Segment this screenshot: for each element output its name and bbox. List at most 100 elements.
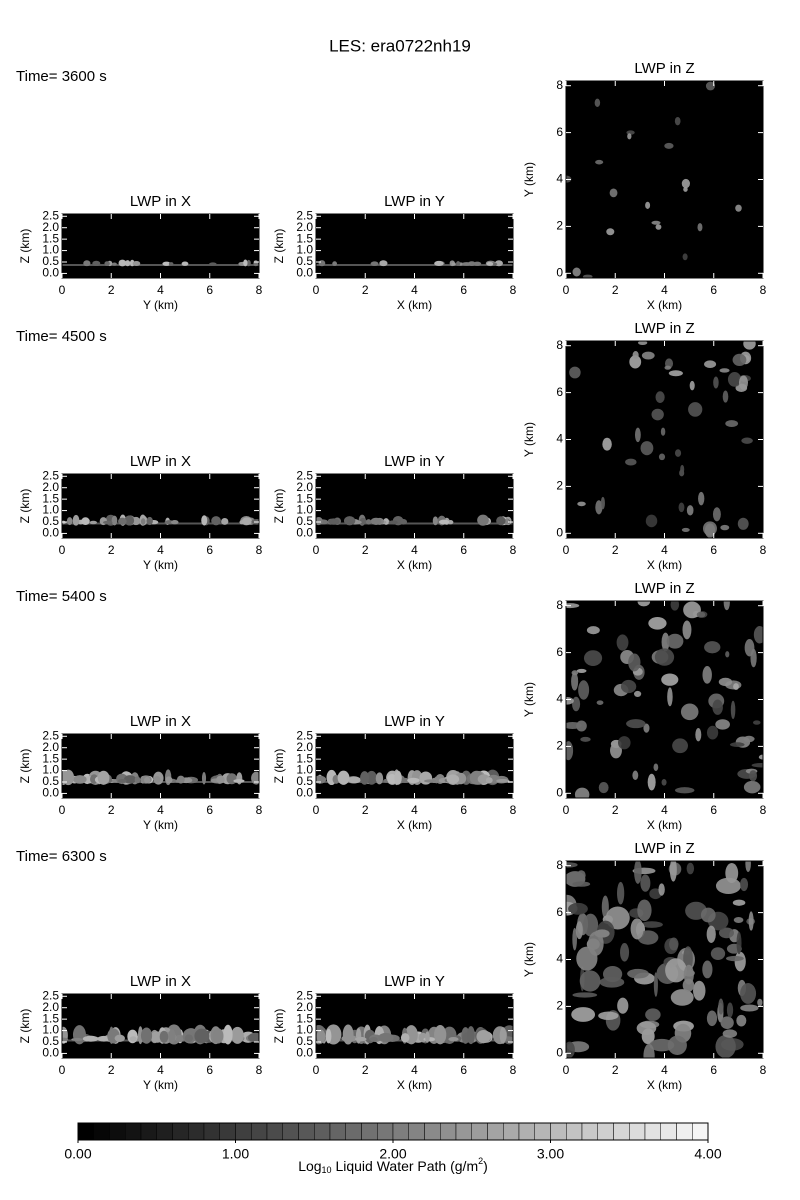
cloud bbox=[425, 1031, 430, 1043]
colorbar-cell bbox=[503, 1122, 520, 1141]
cloud bbox=[725, 955, 744, 962]
x-tick-label: 2 bbox=[612, 543, 619, 557]
x-tick-label: 6 bbox=[710, 1063, 717, 1077]
x-tick-label: 6 bbox=[206, 543, 213, 557]
cloud bbox=[683, 946, 693, 971]
colorbar-tick-label: 4.00 bbox=[694, 1146, 721, 1162]
colorbar-cell bbox=[361, 1122, 378, 1141]
cloud bbox=[379, 260, 388, 267]
x-tick-label: 2 bbox=[362, 283, 369, 297]
cloud bbox=[571, 1007, 596, 1022]
y-tick-label: 1.0 bbox=[42, 243, 59, 257]
cloud bbox=[221, 518, 229, 525]
x-tick-label: 0 bbox=[313, 1063, 320, 1077]
cloud bbox=[735, 204, 742, 212]
cloud bbox=[600, 496, 605, 510]
cloud bbox=[354, 1036, 367, 1042]
colorbar-cell bbox=[77, 1122, 94, 1141]
cloud bbox=[486, 261, 494, 266]
y-tick-label: 0.5 bbox=[42, 1034, 59, 1048]
cloud bbox=[174, 1034, 185, 1042]
cloud bbox=[667, 1035, 687, 1055]
cloud-field bbox=[62, 769, 259, 786]
cloud bbox=[247, 1032, 259, 1043]
cloud bbox=[582, 274, 593, 278]
cloud bbox=[388, 520, 398, 525]
cloud bbox=[574, 787, 590, 798]
y-tick-label: 2 bbox=[556, 999, 563, 1013]
cloud bbox=[596, 700, 604, 705]
cloud bbox=[744, 639, 755, 657]
y-tick-label: 0.0 bbox=[296, 266, 313, 280]
colorbar-tick-label: 3.00 bbox=[537, 1146, 564, 1162]
cloud bbox=[733, 916, 744, 924]
cloud bbox=[226, 773, 238, 785]
panel: LWP in X 0 2 4 6 8 0.00.51.01.52.02.5 Y (km) Z (… bbox=[18, 453, 262, 572]
cloud-field bbox=[62, 1024, 259, 1045]
cloud bbox=[681, 527, 690, 532]
y-axis-label: Z (km) bbox=[272, 489, 286, 524]
cloud bbox=[632, 770, 639, 781]
cloud bbox=[583, 650, 603, 666]
cloud bbox=[566, 741, 574, 761]
cloud bbox=[674, 116, 681, 126]
cloud bbox=[201, 772, 207, 785]
x-tick-label: 4 bbox=[661, 283, 668, 297]
cloud bbox=[171, 520, 179, 525]
y-tick-label: 2.0 bbox=[296, 740, 313, 754]
x-tick-label: 4 bbox=[661, 803, 668, 817]
y-axis-label: Y (km) bbox=[522, 422, 536, 457]
x-tick-label: 8 bbox=[510, 1063, 517, 1077]
cloud bbox=[394, 770, 402, 785]
y-tick-label: 1.5 bbox=[42, 751, 59, 765]
cloud bbox=[168, 1029, 176, 1044]
cloud bbox=[201, 515, 208, 526]
cloud bbox=[725, 420, 739, 427]
cloud bbox=[72, 1037, 83, 1042]
x-axis-label: Y (km) bbox=[143, 818, 178, 832]
cloud bbox=[576, 870, 586, 881]
cloud bbox=[456, 261, 461, 266]
cloud-base bbox=[316, 264, 513, 266]
y-tick-label: 0 bbox=[556, 265, 563, 279]
cloud bbox=[89, 520, 98, 525]
cloud bbox=[627, 968, 649, 979]
x-tick-label: 4 bbox=[661, 543, 668, 557]
x-tick-label: 6 bbox=[710, 283, 717, 297]
y-tick-label: 1.5 bbox=[296, 751, 313, 765]
cloud bbox=[627, 133, 632, 140]
y-tick-label: 0.5 bbox=[42, 514, 59, 528]
cloud bbox=[626, 719, 646, 729]
cloud bbox=[246, 259, 251, 267]
y-axis-label: Z (km) bbox=[272, 1009, 286, 1044]
cloud bbox=[715, 719, 730, 730]
cloud bbox=[461, 262, 472, 266]
cloud bbox=[328, 518, 340, 525]
colorbar-cell bbox=[251, 1122, 268, 1141]
panel: LWP in Z 0 2 4 6 8 0 2 4 6 8 X (km) Y (km) bbox=[522, 60, 766, 312]
cloud bbox=[251, 771, 259, 785]
colorbar-cell bbox=[471, 1122, 488, 1141]
cloud bbox=[400, 1033, 410, 1043]
x-tick-label: 0 bbox=[563, 803, 570, 817]
label-part: Log bbox=[298, 1158, 321, 1174]
cloud bbox=[704, 360, 717, 369]
cloud bbox=[81, 517, 90, 526]
cloud bbox=[680, 464, 685, 474]
y-axis-label: Z (km) bbox=[272, 229, 286, 264]
cloud bbox=[697, 223, 703, 232]
cloud bbox=[73, 775, 87, 784]
cloud bbox=[571, 672, 579, 691]
cloud bbox=[733, 683, 739, 690]
cloud bbox=[572, 267, 581, 277]
cloud bbox=[740, 877, 749, 892]
cloud bbox=[569, 366, 581, 379]
y-tick-label: 1.0 bbox=[296, 243, 313, 257]
cloud bbox=[640, 921, 663, 928]
cloud bbox=[104, 261, 110, 266]
cloud bbox=[62, 1037, 69, 1042]
x-axis-label: Y (km) bbox=[143, 298, 178, 312]
x-axis-label: X (km) bbox=[397, 818, 432, 832]
image-area bbox=[316, 734, 513, 798]
